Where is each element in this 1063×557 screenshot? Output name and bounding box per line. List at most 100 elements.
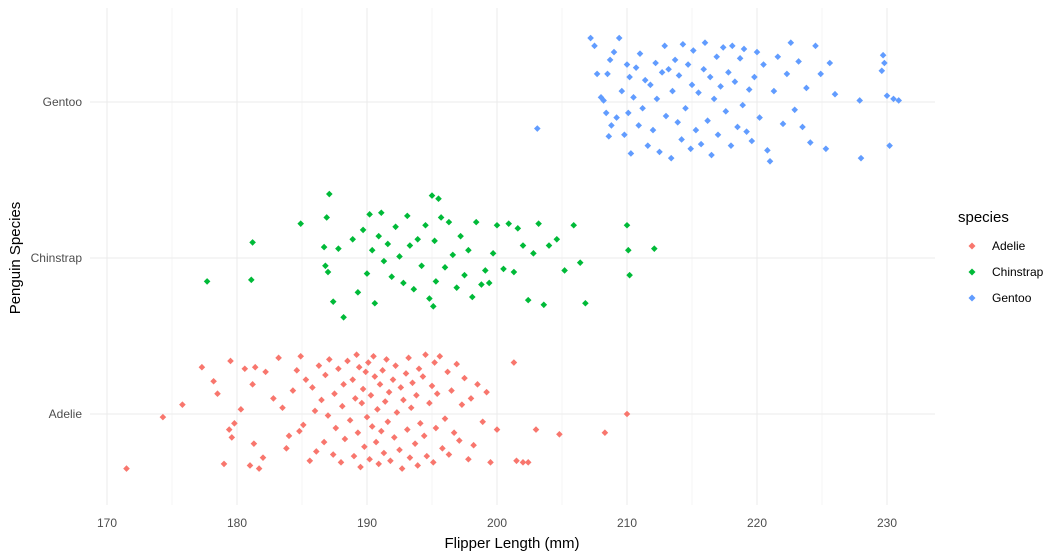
data-point [363,413,371,421]
data-point [532,426,540,433]
data-point [344,357,351,365]
data-point [665,65,672,73]
data-point [329,451,337,458]
data-point [722,108,730,115]
data-point [519,459,527,466]
data-point [381,398,389,405]
data-point [296,427,303,435]
data-point [439,445,446,452]
data-point [608,122,615,129]
legend-label: Adelie [992,239,1026,253]
data-point [623,410,631,418]
data-point [489,250,497,257]
data-point [249,381,256,388]
data-point [469,293,476,301]
data-point [393,409,401,416]
data-point [695,89,702,96]
data-point [326,190,333,198]
data-point [449,251,457,259]
data-point [228,434,236,441]
data-point [396,253,403,260]
data-point [293,367,301,374]
data-point [436,352,444,360]
data-point [397,384,405,391]
data-point [582,299,589,307]
data-point [411,440,419,447]
data-point [359,226,367,234]
data-point [593,70,601,78]
data-point [717,83,724,90]
data-point [684,61,692,68]
data-point [706,73,714,81]
data-point [315,362,323,369]
data-point [214,390,221,398]
data-point [404,212,411,220]
data-point [431,359,438,366]
data-point [688,81,696,89]
data-point [739,101,746,109]
data-point [349,235,356,243]
data-point [396,446,403,454]
data-point [340,381,347,388]
data-point [641,76,649,84]
legend-key [968,294,976,302]
data-point [392,223,399,231]
y-tick-label: Chinstrap [31,251,83,265]
x-axis-title: Flipper Length (mm) [444,535,579,552]
data-point [478,281,485,288]
data-point [505,220,512,227]
y-axis-title: Penguin Species [7,202,24,315]
data-point [428,382,436,390]
data-point [367,391,375,399]
data-point [613,114,620,121]
data-point [458,401,466,408]
data-point [375,232,382,240]
data-point [426,295,433,302]
data-point [671,56,679,64]
legend-key [968,268,976,276]
data-point [341,435,349,443]
data-point [553,235,561,243]
data-point [159,413,167,421]
data-point [431,237,438,245]
data-point [610,48,618,56]
data-point [570,221,577,229]
data-point [445,451,453,458]
data-point [647,81,654,89]
data-point [779,120,787,128]
data-point [530,250,537,257]
data-point [591,42,598,50]
data-point [210,377,217,385]
plot-panel [90,8,935,505]
data-point [255,465,263,472]
data-point [353,351,360,359]
data-point [510,268,518,276]
data-point [270,395,277,402]
data-point [649,126,657,134]
data-point [626,73,633,81]
data-point [627,150,635,157]
data-point [632,64,640,71]
data-point [407,404,415,412]
data-point [545,242,553,249]
data-point [701,39,709,47]
data-point [878,67,886,75]
data-point [331,390,338,398]
data-point [623,61,631,68]
data-point [262,368,269,376]
data-point [678,136,685,143]
data-point [388,273,395,281]
x-tick-label: 200 [487,516,507,530]
legend-label: Chinstrap [992,265,1044,279]
legend: species Adelie Chinstrap Gentoo [958,209,1044,305]
data-point [311,407,319,415]
data-point [179,401,186,408]
data-point [621,131,628,139]
data-point [500,265,507,273]
data-point [361,443,368,451]
data-point [487,459,494,466]
data-point [430,459,437,466]
data-point [461,374,468,382]
data-point [524,459,532,466]
data-point [756,114,763,121]
